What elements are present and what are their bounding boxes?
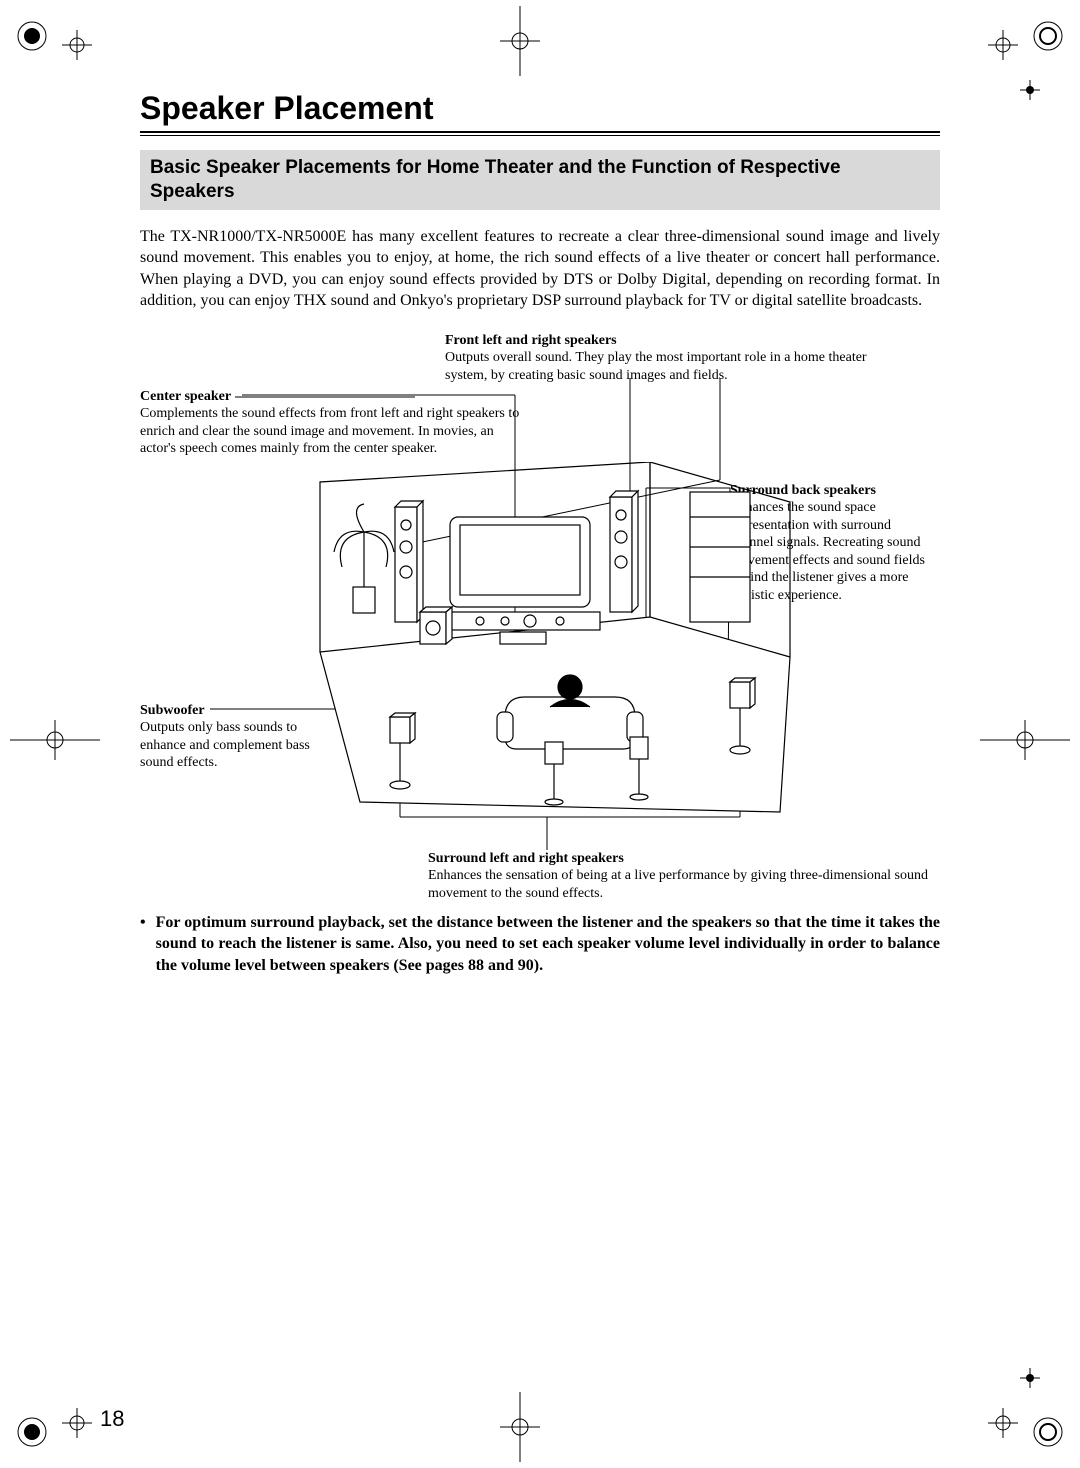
leader-center-icon xyxy=(235,393,415,401)
crop-cross-tl xyxy=(62,30,92,60)
speaker-diagram-wrap: Front left and right speakers Outputs ov… xyxy=(140,332,940,892)
front-right-speaker xyxy=(610,491,638,612)
registration-mark-tr xyxy=(1030,18,1066,54)
callout-center-body: Complements the sound effects from front… xyxy=(140,405,520,458)
tv xyxy=(440,517,600,630)
optimum-note-text: For optimum surround playback, set the d… xyxy=(156,912,940,977)
cabinet xyxy=(690,492,750,622)
crop-cross-ml xyxy=(10,720,100,760)
title-rule xyxy=(140,131,940,136)
crop-dot-br2 xyxy=(1020,1368,1040,1388)
callout-sub-title: Subwoofer xyxy=(140,703,205,718)
registration-mark-br xyxy=(1030,1414,1066,1450)
registration-mark-bl xyxy=(14,1414,50,1450)
section-heading: Basic Speaker Placements for Home Theate… xyxy=(140,150,940,210)
callout-front: Front left and right speakers Outputs ov… xyxy=(445,332,905,385)
callout-front-body: Outputs overall sound. They play the mos… xyxy=(445,349,905,384)
crop-cross-tc xyxy=(500,6,540,76)
crop-cross-br xyxy=(988,1408,1018,1438)
callout-center-title: Center speaker xyxy=(140,389,231,404)
crop-dot-tr2 xyxy=(1020,80,1040,100)
page-title: Speaker Placement xyxy=(140,90,940,127)
center-speaker xyxy=(500,632,546,644)
page-content: Speaker Placement Basic Speaker Placemen… xyxy=(140,90,940,977)
front-left-speaker xyxy=(395,501,423,622)
subwoofer xyxy=(420,607,452,644)
callout-center: Center speaker Complements the sound eff… xyxy=(140,388,520,458)
bullet-dot-icon: • xyxy=(140,912,146,977)
registration-mark-tl xyxy=(14,18,50,54)
crop-cross-tr xyxy=(988,30,1018,60)
intro-paragraph: The TX-NR1000/TX-NR5000E has many excell… xyxy=(140,226,940,312)
crop-cross-bc xyxy=(500,1392,540,1462)
crop-cross-mr xyxy=(980,720,1070,760)
callout-slr-title: Surround left and right speakers xyxy=(428,850,928,868)
page-number: 18 xyxy=(100,1406,124,1432)
room-illustration xyxy=(290,462,810,832)
callout-surround-lr: Surround left and right speakers Enhance… xyxy=(428,850,928,903)
callout-front-title: Front left and right speakers xyxy=(445,332,905,350)
callout-slr-body: Enhances the sensation of being at a liv… xyxy=(428,867,928,902)
plant xyxy=(334,504,394,613)
optimum-note: • For optimum surround playback, set the… xyxy=(140,912,940,977)
crop-cross-bl xyxy=(62,1408,92,1438)
